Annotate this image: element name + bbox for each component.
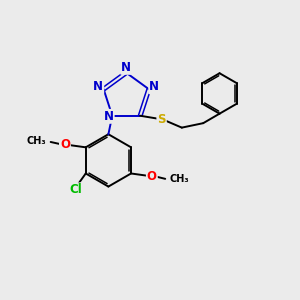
Text: N: N xyxy=(121,61,131,74)
Text: S: S xyxy=(157,113,166,126)
Text: O: O xyxy=(147,170,157,183)
Text: N: N xyxy=(149,80,159,93)
Text: O: O xyxy=(60,138,70,151)
Text: N: N xyxy=(93,80,103,93)
Text: Cl: Cl xyxy=(69,183,82,196)
Text: CH₃: CH₃ xyxy=(27,136,46,146)
Text: N: N xyxy=(104,110,114,123)
Text: CH₃: CH₃ xyxy=(170,174,189,184)
